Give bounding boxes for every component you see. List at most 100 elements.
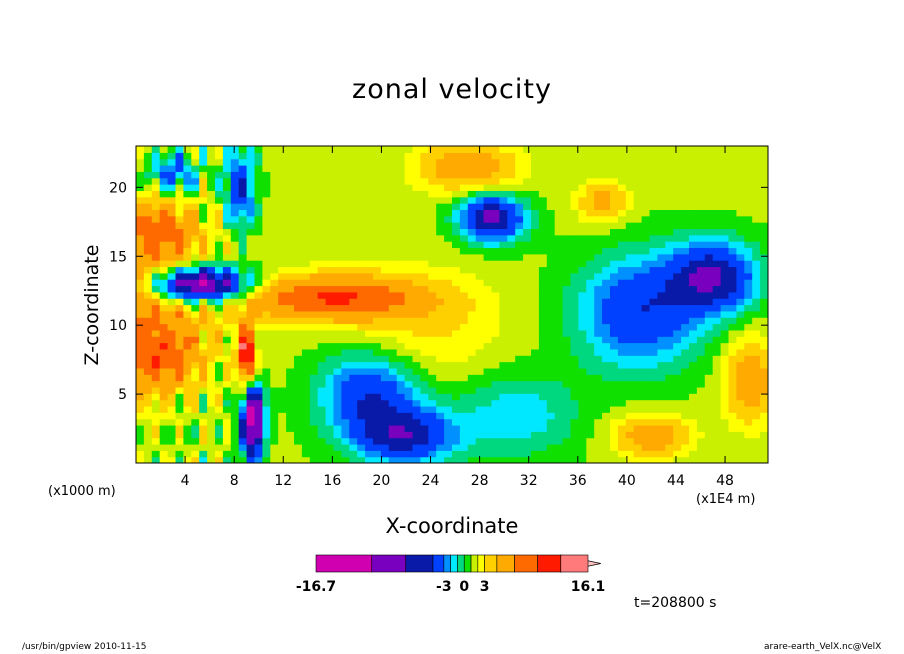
field-cell (452, 190, 461, 198)
field-cell (309, 222, 319, 230)
field-cell (578, 386, 587, 394)
field-cell (689, 190, 698, 198)
field-cell (657, 456, 666, 463)
field-cell (246, 298, 256, 306)
field-cell (736, 304, 745, 312)
field-cell (428, 152, 437, 160)
field-cell (396, 196, 406, 204)
field-cell (357, 209, 366, 217)
field-cell (325, 317, 335, 325)
field-cell (681, 342, 690, 350)
field-cell (207, 165, 216, 172)
field-cell (452, 443, 461, 451)
field-cell (246, 253, 256, 261)
field-cell (570, 209, 579, 217)
field-cell (262, 260, 271, 268)
field-cell (404, 158, 414, 166)
field-cell (752, 177, 761, 185)
field-cell (404, 355, 414, 363)
field-cell (143, 399, 153, 407)
field-cell (673, 336, 682, 344)
field-cell (136, 304, 145, 312)
field-cell (554, 184, 564, 191)
field-cell (262, 323, 271, 331)
field-cell (420, 323, 429, 331)
field-cell (444, 190, 453, 198)
field-cell (499, 279, 508, 287)
field-cell (294, 393, 303, 401)
field-cell (183, 190, 192, 198)
field-cell (136, 298, 145, 306)
field-cell (436, 405, 445, 413)
field-cell (294, 367, 303, 375)
field-cell (720, 355, 730, 363)
field-cell (760, 437, 768, 445)
field-cell (475, 291, 485, 299)
field-cell (246, 209, 256, 217)
field-cell (333, 152, 342, 160)
field-cell (507, 361, 516, 369)
field-cell (602, 355, 611, 363)
field-cell (586, 412, 595, 420)
field-cell (594, 380, 603, 388)
field-cell (491, 336, 500, 344)
field-cell (380, 323, 390, 331)
field-cell (673, 361, 682, 369)
field-cell (404, 443, 414, 451)
field-cell (499, 203, 508, 210)
field-cell (483, 374, 493, 382)
field-cell (254, 355, 263, 363)
field-cell (254, 165, 263, 172)
field-cell (491, 152, 500, 160)
field-cell (349, 177, 358, 185)
field-cell (341, 184, 350, 191)
field-cell (270, 177, 279, 185)
field-cell (199, 190, 208, 198)
field-cell (507, 443, 516, 451)
field-cell (586, 285, 595, 293)
field-cell (222, 272, 232, 280)
field-cell (294, 450, 303, 458)
field-cell (167, 386, 177, 394)
field-cell (657, 234, 666, 242)
field-cell (531, 361, 540, 369)
field-cell (562, 209, 572, 217)
field-cell (602, 241, 611, 249)
field-cell (617, 165, 627, 172)
field-cell (610, 380, 619, 388)
field-cell (562, 279, 572, 287)
field-cell (341, 285, 350, 293)
field-cell (254, 348, 263, 356)
field-cell (610, 393, 619, 401)
field-cell (459, 386, 469, 394)
field-cell (586, 222, 595, 230)
field-cell (270, 222, 279, 230)
field-cell (341, 386, 350, 394)
field-cell (696, 424, 706, 432)
field-cell (207, 298, 216, 306)
field-cell (301, 228, 311, 236)
field-cell (617, 234, 627, 242)
field-cell (373, 285, 382, 293)
field-cell (199, 272, 208, 280)
field-cell (649, 247, 658, 255)
field-cell (594, 456, 603, 463)
field-cell (625, 215, 635, 223)
field-cell (444, 177, 453, 185)
field-cell (444, 146, 453, 153)
field-cell (183, 437, 192, 445)
field-cell (412, 443, 421, 451)
field-cell (728, 177, 737, 185)
field-cell (531, 222, 540, 230)
field-cell (523, 380, 532, 388)
field-cell (341, 253, 350, 261)
field-cell (523, 228, 532, 236)
field-cell (215, 171, 224, 179)
field-cell (301, 412, 311, 420)
field-cell (436, 418, 445, 426)
field-cell (373, 405, 382, 413)
field-cell (136, 266, 145, 274)
field-cell (222, 298, 232, 306)
field-cell (373, 304, 382, 312)
field-cell (760, 424, 768, 432)
